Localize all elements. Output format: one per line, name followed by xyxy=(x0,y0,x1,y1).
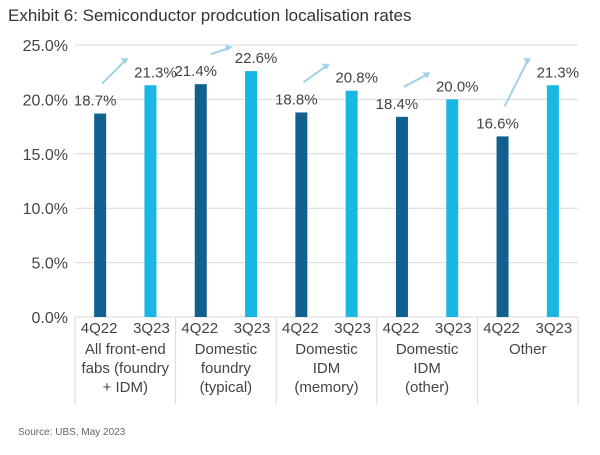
bar-3q23 xyxy=(245,71,258,317)
data-label: 16.6% xyxy=(476,115,519,132)
data-label: 21.4% xyxy=(174,63,217,80)
y-tick-label: 15.0% xyxy=(23,147,68,164)
bar-3q23 xyxy=(546,85,559,317)
category-label: IDM xyxy=(313,360,341,377)
arrow-head-icon xyxy=(422,72,431,79)
source-note: Source: UBS, May 2023 xyxy=(18,427,126,438)
bar-3q23 xyxy=(144,85,157,317)
category-label: Domestic xyxy=(195,341,258,358)
category-label: (typical) xyxy=(200,379,253,396)
y-tick-label: 0.0% xyxy=(32,310,68,327)
data-label: 21.3% xyxy=(537,64,580,81)
arrow-head-icon xyxy=(225,44,234,52)
bar-3q23 xyxy=(446,99,459,318)
category-label: All front-end xyxy=(85,341,166,358)
y-tick-label: 20.0% xyxy=(23,92,68,109)
data-label: 20.8% xyxy=(335,70,378,87)
x-tick-label: 3Q23 xyxy=(133,320,170,337)
x-tick-label: 4Q22 xyxy=(81,320,118,337)
bar-4q22 xyxy=(194,84,207,317)
trend-arrow xyxy=(503,59,529,107)
category-label: (memory) xyxy=(294,379,358,396)
bar-4q22 xyxy=(295,112,308,318)
category-label: + IDM) xyxy=(103,379,148,396)
arrow-head-icon xyxy=(321,63,330,70)
trend-arrow xyxy=(101,59,127,85)
bar-4q22 xyxy=(94,113,107,317)
data-label: 18.4% xyxy=(376,96,419,113)
y-tick-label: 10.0% xyxy=(23,201,68,218)
trend-arrow xyxy=(302,64,328,84)
category-label: IDM xyxy=(413,360,441,377)
x-tick-label: 4Q22 xyxy=(282,320,319,337)
x-tick-label: 3Q23 xyxy=(334,320,371,337)
data-label: 22.6% xyxy=(235,50,278,67)
category-label: Other xyxy=(509,341,547,358)
data-label: 18.7% xyxy=(74,93,117,110)
bar-3q23 xyxy=(345,90,358,317)
arrow-head-icon xyxy=(120,58,129,65)
y-tick-label: 25.0% xyxy=(23,38,68,55)
x-tick-label: 3Q23 xyxy=(234,320,271,337)
x-tick-label: 3Q23 xyxy=(535,320,572,337)
x-tick-label: 4Q22 xyxy=(483,320,520,337)
category-label: foundry xyxy=(201,360,252,377)
category-label: fabs (foundry xyxy=(82,360,170,377)
trend-arrow xyxy=(403,73,428,88)
data-label: 21.3% xyxy=(134,64,177,81)
category-label: Domestic xyxy=(295,341,358,358)
bar-4q22 xyxy=(395,116,408,317)
category-label: (other) xyxy=(405,379,449,396)
data-label: 20.0% xyxy=(436,78,479,95)
category-label: Domestic xyxy=(396,341,459,358)
x-tick-label: 4Q22 xyxy=(181,320,218,337)
y-tick-label: 5.0% xyxy=(32,256,68,273)
x-tick-label: 4Q22 xyxy=(383,320,420,337)
x-tick-label: 3Q23 xyxy=(435,320,472,337)
data-label: 18.8% xyxy=(275,91,318,108)
chart-title: Exhibit 6: Semiconductor prodcution loca… xyxy=(8,6,412,25)
bar-4q22 xyxy=(496,136,509,317)
arrow-head-icon xyxy=(522,58,531,65)
